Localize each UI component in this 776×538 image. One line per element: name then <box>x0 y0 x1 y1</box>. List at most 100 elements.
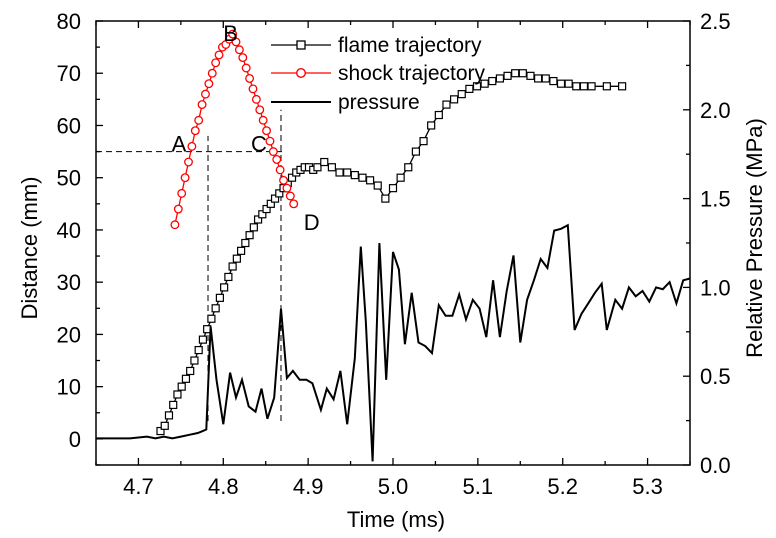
y-tick-label: 70 <box>57 61 81 86</box>
flame-point <box>411 147 421 156</box>
point-annotations: A B C D <box>172 21 320 235</box>
shock-point <box>173 204 183 214</box>
shock-point <box>187 141 197 151</box>
x-tick-label: 5.2 <box>547 474 578 499</box>
annotation-a: A <box>172 132 187 157</box>
y2-axis-title: Relative Pressure (MPa) <box>742 118 767 358</box>
flame-point <box>442 100 451 109</box>
legend: flame trajectory shock trajectory pressu… <box>271 34 486 114</box>
y-tick-label: 10 <box>57 375 81 400</box>
shock-point <box>262 126 272 136</box>
shock-point <box>194 115 204 125</box>
shock-point <box>268 147 278 157</box>
y-tick-label: 60 <box>57 113 81 138</box>
flame-point <box>381 194 390 203</box>
y-tick-label: 20 <box>57 322 81 347</box>
flame-point <box>541 74 550 83</box>
flame-point <box>177 382 186 391</box>
flame-point <box>526 71 535 80</box>
flame-point <box>419 137 428 146</box>
shock-point <box>275 165 285 175</box>
shock-point <box>251 94 261 104</box>
x-tick-label: 5.3 <box>632 474 663 499</box>
flame-point <box>465 84 474 94</box>
shock-point <box>201 89 210 99</box>
flame-point <box>373 181 382 190</box>
x-tick-label: 4.7 <box>123 474 154 499</box>
shock-point <box>285 191 295 201</box>
flame-point <box>198 335 208 344</box>
y2-tick-label: 0.0 <box>700 453 731 478</box>
shock-point <box>279 175 288 185</box>
y-tick-label: 50 <box>57 166 81 191</box>
flame-point <box>220 283 229 292</box>
flame-point <box>253 215 263 224</box>
flame-point <box>245 231 254 240</box>
flame-point <box>350 170 359 180</box>
flame-point <box>365 176 375 185</box>
shock-point <box>207 68 217 78</box>
flame-point <box>211 304 220 313</box>
flame-point <box>237 246 246 255</box>
shock-point <box>245 74 255 83</box>
flame-point <box>173 390 182 399</box>
flame-point <box>457 90 466 99</box>
shock-point <box>289 199 299 209</box>
flame-point <box>215 293 224 302</box>
shock-point <box>170 220 180 230</box>
shock-point <box>282 183 292 193</box>
shock-point <box>234 45 244 55</box>
flame-point <box>480 79 489 88</box>
flame-point <box>160 421 169 430</box>
flame-point <box>327 163 337 172</box>
legend-label-shock: shock trajectory <box>338 62 486 85</box>
flame-point <box>534 74 543 83</box>
shock-point <box>204 79 214 89</box>
flame-point <box>602 82 611 91</box>
shock-point <box>184 157 193 167</box>
flame-point <box>207 314 216 323</box>
flame-point <box>618 82 627 91</box>
shock-point <box>214 50 224 60</box>
flame-point <box>511 69 520 78</box>
flame-point <box>335 168 344 177</box>
shock-point <box>248 84 258 94</box>
flame-point <box>287 173 297 182</box>
flame-point <box>266 199 275 208</box>
y-tick-label: 40 <box>57 218 81 243</box>
legend-label-pressure: pressure <box>338 91 420 114</box>
axes <box>95 20 691 466</box>
y-tick-label: 80 <box>57 9 81 34</box>
y2-tick-label: 2.5 <box>700 9 731 34</box>
shock-point <box>241 63 251 73</box>
plot-frame <box>95 20 691 466</box>
flame-point <box>343 168 352 177</box>
x-tick-label: 5.0 <box>378 474 409 499</box>
flame-point <box>564 79 573 88</box>
flame-point <box>358 173 367 182</box>
series-line-2 <box>96 223 691 462</box>
flame-point <box>556 79 566 88</box>
y2-tick-label: 2.0 <box>700 98 731 123</box>
flame-point <box>396 173 405 182</box>
y2-tick-label: 1.0 <box>700 275 731 300</box>
shock-point <box>255 105 265 115</box>
shock-point <box>258 115 268 125</box>
flame-point <box>579 82 589 91</box>
flame-point <box>320 157 329 167</box>
flame-point <box>434 110 443 120</box>
annotation-d: D <box>304 210 320 235</box>
flame-point <box>549 76 558 86</box>
flame-point <box>404 163 413 172</box>
flame-point <box>270 194 280 203</box>
x-tick-label: 4.8 <box>208 474 239 499</box>
shock-point <box>238 53 248 63</box>
flame-point <box>249 223 258 232</box>
flame-point <box>472 82 482 91</box>
flame-point <box>241 238 250 248</box>
flame-point <box>427 121 436 130</box>
flame-point <box>232 254 241 263</box>
x-axis-title: Time (ms) <box>347 507 445 532</box>
shock-point <box>180 173 190 183</box>
